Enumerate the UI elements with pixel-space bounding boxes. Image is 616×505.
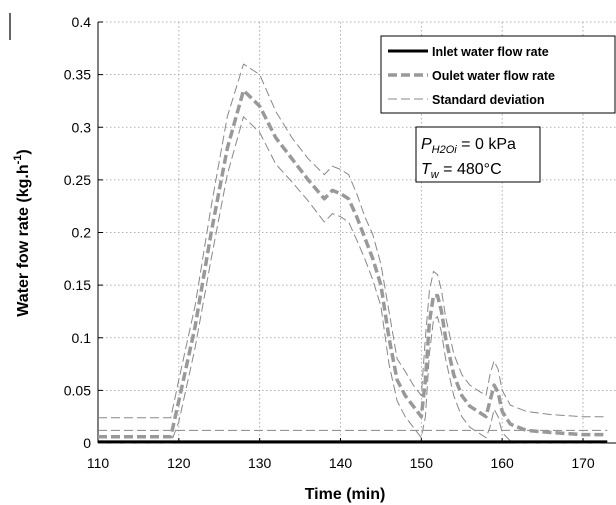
legend-label-inlet: Inlet water flow rate [432, 45, 549, 59]
series-lines [98, 63, 608, 444]
x-axis-title: Time (min) [305, 486, 386, 503]
y-axis-title-main: Water fow rate (kg.h [15, 164, 32, 316]
x-tick-label-140: 140 [329, 455, 353, 471]
condition-annotation: PH2Oi = 0 kPa Tw = 480°C [415, 126, 541, 183]
legend-label-std: Standard deviation [432, 93, 545, 107]
y-axis-title-sup: -1 [12, 155, 24, 165]
y-tick-label-6: 0.3 [72, 119, 92, 135]
series-line-1 [98, 88, 608, 439]
x-tick-label-130: 130 [248, 455, 272, 471]
legend-label-outlet: Oulet water flow rate [432, 69, 555, 83]
x-tick-label-120: 120 [167, 455, 191, 471]
y-axis-title-close: ) [15, 149, 32, 154]
y-tick-label-2: 0.1 [72, 330, 92, 346]
x-tick-labels: 110 120 130 140 150 160 170 [87, 455, 595, 471]
y-tick-label-1: 0.05 [64, 382, 91, 398]
annotation-box [415, 126, 541, 183]
legend: Inlet water flow rate Oulet water flow r… [380, 35, 616, 114]
y-tick-label-4: 0.2 [72, 225, 92, 241]
y-axis-title: Water fow rate (kg.h-1) [12, 149, 32, 316]
x-tick-label-160: 160 [490, 455, 514, 471]
y-tick-labels: 0 0.05 0.1 0.15 0.2 0.25 0.3 0.35 0.4 [64, 14, 91, 451]
y-tick-label-8: 0.4 [72, 14, 92, 30]
annotation-temperature: Tw = 480°C [421, 161, 502, 181]
y-tick-label-3: 0.15 [64, 277, 91, 293]
x-tick-label-110: 110 [87, 455, 110, 471]
annotation-pressure: PH2Oi = 0 kPa [421, 136, 516, 156]
x-tick-label-150: 150 [410, 455, 434, 471]
y-tick-label-7: 0.35 [64, 67, 91, 83]
x-tick-label-170: 170 [571, 455, 595, 471]
y-tick-label-5: 0.25 [64, 172, 91, 188]
y-tick-label-0: 0 [83, 435, 91, 451]
series-line-2 [98, 63, 608, 419]
